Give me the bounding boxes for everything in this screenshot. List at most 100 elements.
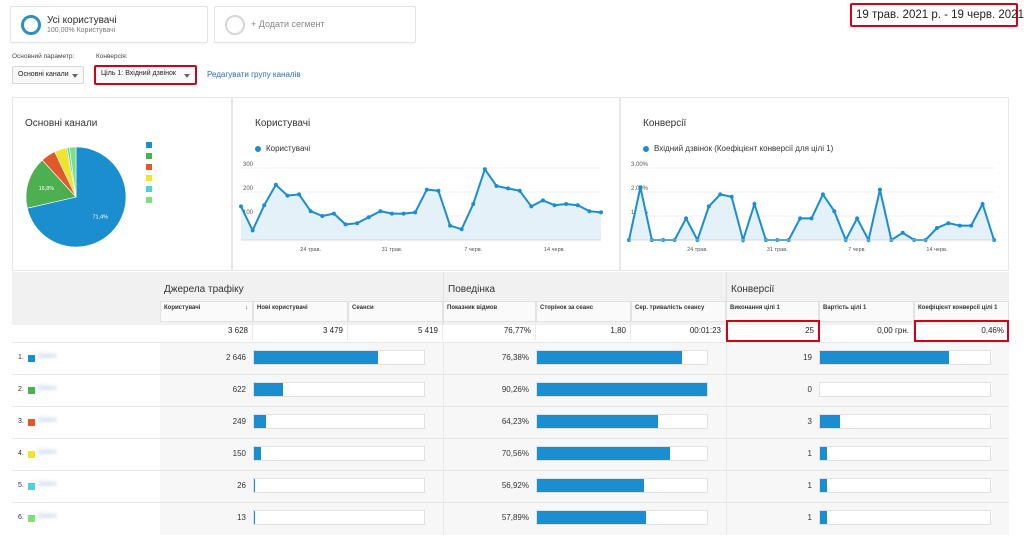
row-channel-link[interactable]: Direct [38,417,57,424]
data-point[interactable] [331,211,336,216]
row-goal-bar-fill [820,447,827,460]
data-point[interactable] [587,209,592,214]
y-tick-label: 3,00% [631,162,649,168]
data-point[interactable] [297,192,302,197]
table-row[interactable]: 6. Direct 13 57,89% 1 [12,502,1009,535]
pie-slice[interactable] [25,159,77,209]
conversion-value: Ціль 1: Вхідний дзвінок [101,70,176,77]
data-point[interactable] [980,202,985,206]
data-point[interactable] [366,215,371,220]
row-users-value: 622 [232,385,246,394]
data-point[interactable] [832,209,837,214]
row-goal-value: 0 [807,385,812,394]
data-point[interactable] [239,204,243,209]
data-point[interactable] [250,228,255,233]
data-point[interactable] [552,203,557,208]
data-point[interactable] [494,184,499,188]
pie-slice[interactable] [69,146,77,198]
data-point[interactable] [459,227,464,232]
row-channel-link[interactable]: Direct [38,481,57,488]
data-point[interactable] [471,202,476,206]
data-point[interactable] [900,230,905,235]
data-point[interactable] [424,187,429,192]
data-point[interactable] [718,192,723,197]
pie-legend [146,142,152,208]
data-point[interactable] [957,223,962,228]
data-point[interactable] [517,188,522,193]
table-row[interactable]: 4. Direct 150 70,56% 1 [12,438,1009,471]
date-range-selector[interactable]: 19 трав. 2021 р. - 19 черв. 2021 р. [850,3,1024,27]
row-channel-link[interactable]: Direct [38,513,57,520]
column-users[interactable]: Користувачі ↓ [160,301,253,322]
column-pages-per-session[interactable]: Сторінок за сеанс [536,301,631,322]
column-sessions[interactable]: Сеанси [348,301,443,322]
data-point[interactable] [448,223,453,228]
data-point[interactable] [308,209,313,214]
table-row[interactable]: 3. Direct 249 64,23% 3 [12,406,1009,439]
row-bounce-value: 70,56% [501,449,529,458]
edit-channel-group-link[interactable]: Редагувати групу каналів [207,70,301,79]
data-point[interactable] [355,221,360,226]
add-segment-button[interactable]: + Додати сегмент [214,6,416,43]
conversions-group-title: Конверсії [731,284,775,295]
data-point[interactable] [389,211,394,216]
column-avg-duration[interactable]: Сер. тривалість сеансу [631,301,726,322]
data-point[interactable] [798,216,803,221]
row-bounce-bar-fill [537,383,707,396]
row-color-swatch [28,419,35,426]
row-goal-value: 3 [807,417,812,426]
data-point[interactable] [506,186,511,191]
data-point[interactable] [529,204,534,209]
data-point[interactable] [285,193,290,198]
data-point[interactable] [401,211,406,216]
data-point[interactable] [575,203,580,208]
data-point[interactable] [638,185,643,190]
data-point[interactable] [540,198,545,203]
column-bounce-rate[interactable]: Показник відмов [443,301,536,322]
row-bounce-bar-fill [537,447,670,460]
segment-all-users[interactable]: Усі користувачі 100,00% Користувачі [10,6,208,43]
data-point[interactable] [729,194,734,199]
data-point[interactable] [436,188,441,193]
data-point[interactable] [413,210,418,215]
data-point[interactable] [855,216,860,221]
data-point[interactable] [273,182,278,187]
data-point[interactable] [320,214,325,218]
data-point[interactable] [706,204,711,209]
primary-dimension-select[interactable]: Основні канали [12,66,84,84]
data-point[interactable] [262,203,267,208]
total-users: 3 628 [160,322,253,340]
data-point[interactable] [684,216,689,221]
row-channel-link[interactable]: Direct [38,385,57,392]
data-point[interactable] [877,187,882,192]
table-row[interactable]: 5. Direct 26 56,92% 1 [12,470,1009,503]
conversions-line-chart: 3,00%2,00%1,00%24 трав.31 трав.7 черв.14… [627,162,996,253]
data-point[interactable] [482,167,487,172]
row-bounce-bar [536,510,708,525]
total-goal-value: 0,00 грн. [819,322,914,340]
table-row[interactable]: 2. Direct 622 90,26% 0 [12,374,1009,407]
data-point[interactable] [378,209,383,214]
y-tick-label: 100 [243,210,254,216]
row-goal-bar [819,446,991,461]
data-point[interactable] [809,216,814,221]
row-channel-link[interactable]: Direct [38,353,57,360]
column-goal-completions[interactable]: Виконання цілі 1 [726,301,819,322]
data-point[interactable] [564,202,569,206]
column-conversion-rate[interactable]: Коефіцієнт конверсії цілі 1 [914,301,1009,322]
column-goal-value[interactable]: Вартість цілі 1 [819,301,914,322]
table-row[interactable]: 1. Direct 2 646 76,38% 19 [12,342,1009,375]
pie-slice[interactable] [26,146,127,248]
data-point[interactable] [934,226,939,230]
data-point[interactable] [969,223,974,228]
conversion-select[interactable]: Ціль 1: Вхідний дзвінок [94,65,197,85]
column-new-users[interactable]: Нові користувачі [253,301,348,322]
row-channel-link[interactable]: Direct [38,449,57,456]
data-point[interactable] [343,222,348,227]
data-point[interactable] [820,192,825,197]
row-bounce-value: 64,23% [501,417,529,426]
data-point[interactable] [599,210,603,215]
data-point[interactable] [946,221,951,226]
row-color-swatch [28,515,35,522]
data-point[interactable] [752,202,757,206]
